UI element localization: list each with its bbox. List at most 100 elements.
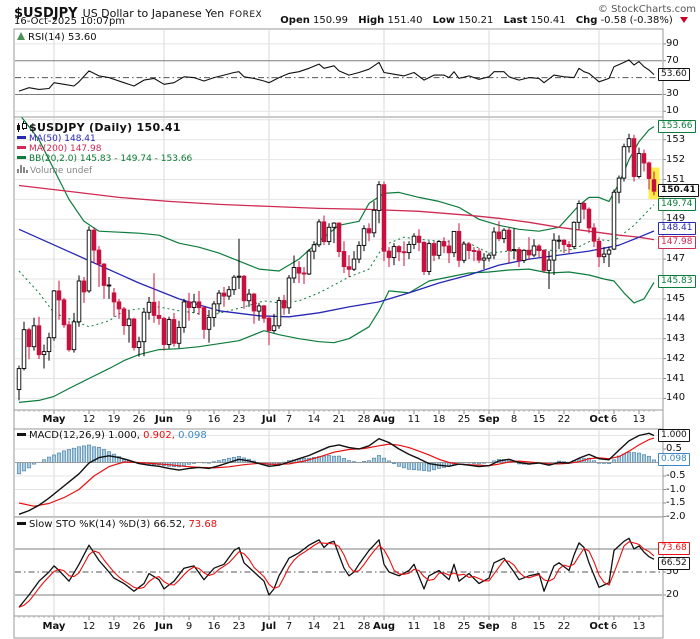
x-axis-label-28: 28 [357,621,371,632]
macd-tick--1: -1.0 [666,484,686,495]
x-axis-label-Sep: Sep [478,621,500,632]
bb-line-icon [17,156,26,159]
x-axis-label-19: 19 [107,621,121,632]
x-axis-label-May: May [42,621,66,632]
x-axis-label-21: 21 [332,414,346,425]
x-axis-label-9: 9 [185,621,193,632]
x-axis-label-8: 8 [510,621,518,632]
price-legend: $USDJPY (Daily) 150.41 MA(50) 148.41 MA(… [17,121,192,176]
x-axis-label-9: 9 [185,414,193,425]
macd-legend-name: MACD(12,26,9) [29,430,105,441]
x-axis-label-14: 14 [307,414,321,425]
x-axis-label-11: 11 [407,621,421,632]
price-legend-symbol: $USDJPY (Daily) 150.41 [29,121,181,134]
low-value: 150.21 [458,15,494,26]
x-axis-label-6: 6 [610,414,618,425]
ma50-legend-text: MA(50) 148.41 [29,134,96,144]
change-down-triangle-icon [680,17,688,23]
x-axis-label-15: 15 [532,621,546,632]
copyright: © StockCharts.com [597,4,696,15]
price-value-box-148.41: 148.41 [658,222,696,235]
x-axis-label-21: 21 [332,621,346,632]
quote-row: Open 150.99 High 151.40 Low 150.21 Last … [273,15,688,26]
x-axis-label-Aug: Aug [372,621,396,632]
volume-legend-text: Volume undef [30,166,93,176]
symbol: $USDJPY [14,6,78,21]
price-tick-143: 143 [666,333,686,344]
x-axis-label-Aug: Aug [372,414,396,425]
price-tick-142: 142 [666,353,686,364]
low-label: Low [432,15,456,26]
price-tick-145: 145 [666,293,686,304]
x-axis-label-11: 11 [407,414,421,425]
price-tick-140: 140 [666,392,686,403]
macd-tick--1.5: -1.5 [666,497,686,508]
x-axis-label-May: May [42,414,66,425]
header-title-row: $USDJPY US Dollar to Japanese Yen FOREX [14,2,262,21]
ma200-legend: MA(200) 147.98 [17,144,192,154]
x-axis-label-23: 23 [232,621,246,632]
price-tick-153: 153 [666,134,686,145]
price-tick-141: 141 [666,373,686,384]
volume-legend: Volume undef [17,164,192,176]
high-label: High [358,15,385,26]
x-axis-label-13: 13 [632,621,646,632]
x-axis-label-25: 25 [457,414,471,425]
open-value: 150.99 [313,15,349,26]
last-label: Last [503,15,528,26]
rsi-tick-90: 90 [666,38,679,49]
x-axis-label-22: 22 [557,414,571,425]
chart-datetime: 16-Oct-2025 10:07pm [14,16,126,27]
rsi-value-box-53.60: 53.60 [658,68,690,81]
x-axis-label-7: 7 [285,414,293,425]
price-tick-144: 144 [666,313,686,324]
x-axis-label-16: 16 [207,621,221,632]
rsi-tick-10: 10 [666,105,679,116]
rsi-legend-text: RSI(14) 53.60 [28,32,97,43]
volume-bars-icon [17,164,28,173]
price-value-box-149.74: 149.74 [658,198,696,211]
sto-tick-20: 20 [666,589,679,600]
x-axis-label-12: 12 [82,414,96,425]
sto-legend-name: Slow STO %K(14) %D(3) [29,519,151,530]
macd-value-box-0.098: 0.098 [658,453,690,466]
x-axis-label-Sep: Sep [478,414,500,425]
x-axis-label-Jun: Jun [155,414,173,425]
high-value: 151.40 [387,15,423,26]
macd-hist-value: 0.098 [178,430,207,441]
last-value: 150.41 [530,15,566,26]
x-axis-label-Jul: Jul [261,621,277,632]
x-axis-label-Oct: Oct [589,414,609,425]
price-tick-147: 147 [666,253,686,264]
x-axis-label-14: 14 [307,621,321,632]
macd-tick--0.5: -0.5 [666,470,686,481]
rsi-indicator-icon [17,32,25,40]
sto-line-icon [17,521,26,525]
rsi-tick-30: 30 [666,88,679,99]
x-axis-label-28: 28 [357,414,371,425]
x-axis-label-26: 26 [132,621,146,632]
x-axis-label-16: 16 [207,414,221,425]
x-axis-label-Oct: Oct [589,621,609,632]
x-axis-label-23: 23 [232,414,246,425]
price-value-box-147.98: 147.98 [658,236,696,249]
bb-legend-text: BB(20,2.0) 145.83 - 149.74 - 153.66 [29,154,193,164]
sto-tick-50: 50 [666,566,679,577]
candlestick-icon [17,121,27,132]
price-tick-151: 151 [666,174,686,185]
market-tag: FOREX [229,10,263,20]
ma200-legend-text: MA(200) 147.98 [29,144,102,154]
sto-value-box-66.52: 66.52 [658,557,690,570]
macd-value: 1.000, [108,430,140,441]
sto-k-value: 66.52, [153,519,186,530]
macd-line-icon [17,432,26,436]
macd-value-box-1.000: 1.000 [658,429,690,442]
bb-legend: BB(20,2.0) 145.83 - 149.74 - 153.66 [17,154,192,164]
price-tick-149: 149 [666,213,686,224]
x-axis-label-Jun: Jun [155,621,173,632]
x-axis-label-7: 7 [285,621,293,632]
x-axis-label-13: 13 [632,414,646,425]
symbol-description: US Dollar to Japanese Yen [82,7,225,20]
